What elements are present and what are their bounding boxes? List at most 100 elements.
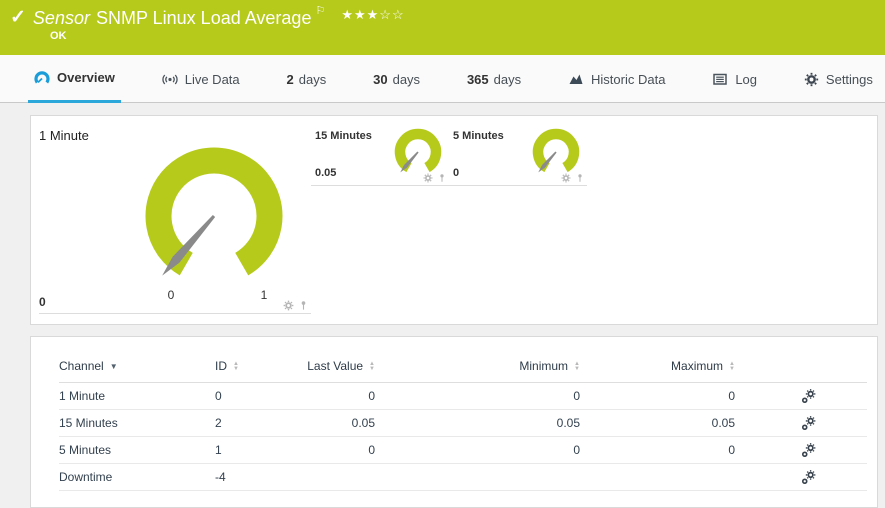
channels-table-panel: Channel ▼ ID ▲ ▼ Last Value ▲ ▼ Minimum ▲ ▼ Max… <box>30 336 878 508</box>
tab-label: Overview <box>57 70 115 85</box>
column-header-channel[interactable]: Channel ▼ <box>59 351 215 383</box>
stars-filled[interactable]: ★★★ <box>341 7 380 22</box>
log-icon <box>712 71 728 87</box>
channel-settings-gears-icon[interactable] <box>801 389 816 404</box>
column-label: Maximum <box>671 359 724 373</box>
cell-id: 2 <box>215 409 275 437</box>
tab-label: Log <box>735 71 758 87</box>
cell-last-value <box>275 463 389 491</box>
cell-channel[interactable]: Downtime <box>59 463 215 491</box>
sensor-header: ✓ Sensor SNMP Linux Load Average ⚐ ★★★☆☆… <box>0 0 885 55</box>
gauge-needle <box>162 215 216 276</box>
cell-minimum: 0 <box>389 436 594 464</box>
sort-icon: ▲ ▼ <box>233 360 239 372</box>
cell-maximum <box>594 463 749 491</box>
column-label: Minimum <box>519 359 569 373</box>
channel-value: 0 <box>453 167 460 179</box>
tab-label: days <box>298 71 327 87</box>
sort-desc-icon: ▼ <box>109 362 118 372</box>
sort-icon: ▲ ▼ <box>729 360 735 372</box>
channel-settings-gears-icon[interactable] <box>801 443 816 458</box>
tab-label: Settings <box>825 71 873 87</box>
gauge-icon <box>34 70 50 86</box>
tab-label: Live Data <box>184 71 240 87</box>
tab-label: days <box>493 71 522 87</box>
broadcast-icon <box>162 71 178 87</box>
tab-2-days[interactable]: 2 days <box>281 55 333 103</box>
tab-overview[interactable]: Overview <box>28 55 121 103</box>
cell-last-value: 0 <box>275 382 389 410</box>
channel-name: 5 Minutes <box>453 130 504 142</box>
status-ok-check-icon: ✓ <box>10 7 26 28</box>
channel-settings-gears-icon[interactable] <box>801 416 816 431</box>
priority-rating[interactable]: ★★★☆☆ <box>341 6 404 24</box>
cell-minimum: 0 <box>389 382 594 410</box>
gear-icon <box>804 72 819 87</box>
gauge-cell-15-minutes: 15 Minutes 0.05 <box>311 122 449 186</box>
column-header-maximum[interactable]: Maximum ▲ ▼ <box>594 351 749 383</box>
cell-id: 0 <box>215 382 275 410</box>
gauge-cell-1-minute: 1 Minute 0 1 0 <box>39 122 311 314</box>
cell-channel[interactable]: 15 Minutes <box>59 409 215 437</box>
gauge-1-minute <box>145 147 283 276</box>
sort-icon: ▲ ▼ <box>574 360 580 372</box>
cell-id: 1 <box>215 436 275 464</box>
tab-settings[interactable]: Settings <box>798 55 879 103</box>
tab-number: 30 <box>373 71 388 87</box>
column-header-actions <box>749 351 867 383</box>
table-row[interactable]: 5 Minutes 1 0 0 0 <box>59 436 867 464</box>
sort-icon: ▲ ▼ <box>369 360 375 372</box>
tab-label: days <box>392 71 421 87</box>
channels-table: Channel ▼ ID ▲ ▼ Last Value ▲ ▼ Minimum ▲ ▼ Max… <box>59 351 867 491</box>
sensor-title: SNMP Linux Load Average <box>95 8 312 28</box>
priority-flag-icon[interactable]: ⚐ <box>315 5 326 17</box>
gauge-needle <box>400 151 419 173</box>
tab-number: 2 <box>286 71 294 87</box>
status-badge: OK <box>50 30 67 42</box>
gauge-gear-icon[interactable] <box>561 173 571 183</box>
cell-minimum: 0.05 <box>389 409 594 437</box>
gauge-5-minutes <box>532 128 580 173</box>
gauges-panel: 1 Minute 0 1 0 15 Minutes 0.05 5 M <box>30 115 878 325</box>
tab-live-data[interactable]: Live Data <box>156 55 246 103</box>
tab-log[interactable]: Log <box>706 55 763 103</box>
tab-historic-data[interactable]: Historic Data <box>562 55 671 103</box>
gauge-gear-icon[interactable] <box>283 300 294 311</box>
cell-last-value: 0 <box>275 436 389 464</box>
channel-name: 1 Minute <box>39 128 89 143</box>
tab-30-days[interactable]: 30 days <box>367 55 426 103</box>
tab-365-days[interactable]: 365 days <box>461 55 527 103</box>
table-row[interactable]: 15 Minutes 2 0.05 0.05 0.05 <box>59 409 867 437</box>
table-row[interactable]: Downtime -4 <box>59 463 867 491</box>
cell-channel[interactable]: 5 Minutes <box>59 436 215 464</box>
cell-maximum: 0 <box>594 382 749 410</box>
stars-empty[interactable]: ☆☆ <box>379 7 405 22</box>
tab-number: 365 <box>466 71 489 87</box>
gauge-needle <box>538 151 557 173</box>
gauge-scale-min: 0 <box>167 288 175 302</box>
channel-settings-gears-icon[interactable] <box>801 470 816 485</box>
column-header-last-value[interactable]: Last Value ▲ ▼ <box>275 351 389 383</box>
cell-minimum <box>389 463 594 491</box>
cell-channel[interactable]: 1 Minute <box>59 382 215 410</box>
gauge-gear-icon[interactable] <box>423 173 433 183</box>
gauge-15-minutes <box>394 128 442 173</box>
column-label: ID <box>215 359 227 373</box>
column-label: Last Value <box>307 359 364 373</box>
channel-value: 0 <box>39 295 46 309</box>
cell-last-value: 0.05 <box>275 409 389 437</box>
table-header-row: Channel ▼ ID ▲ ▼ Last Value ▲ ▼ Minimum ▲ ▼ Max… <box>59 351 867 383</box>
area-chart-icon <box>568 71 584 87</box>
table-row[interactable]: 1 Minute 0 0 0 0 <box>59 382 867 410</box>
gauge-pin-icon[interactable] <box>575 173 585 183</box>
column-header-id[interactable]: ID ▲ ▼ <box>215 351 275 383</box>
cell-maximum: 0.05 <box>594 409 749 437</box>
object-type-label: Sensor <box>32 8 90 28</box>
channel-name: 15 Minutes <box>315 130 372 142</box>
cell-id: -4 <box>215 463 275 491</box>
gauge-pin-icon[interactable] <box>437 173 447 183</box>
column-label: Channel <box>59 359 104 373</box>
cell-maximum: 0 <box>594 436 749 464</box>
gauge-pin-icon[interactable] <box>298 300 309 311</box>
column-header-minimum[interactable]: Minimum ▲ ▼ <box>389 351 594 383</box>
